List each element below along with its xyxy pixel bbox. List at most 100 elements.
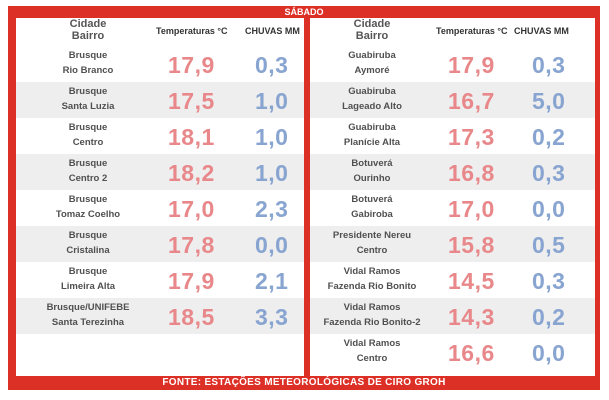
temperature-value: 17,5: [168, 88, 215, 114]
temperature-value: 14,3: [448, 304, 495, 330]
temperature-value: 15,8: [448, 232, 495, 258]
temperature-value: 16,6: [448, 340, 495, 366]
temperature-value: 16,7: [448, 88, 495, 114]
city-name: Brusque/UNIFEBE: [46, 302, 130, 313]
station-row: Presidente Nereu Centro 15,8 0,5: [310, 226, 595, 262]
rain-value: 0,2: [532, 124, 566, 150]
city-name: Presidente Nereu: [332, 230, 412, 241]
district-header: Bairro: [71, 30, 105, 42]
temperature-value: 16,8: [448, 160, 495, 186]
station-row: Brusque/UNIFEBE Santa Terezinha 18,5 3,3: [16, 298, 304, 334]
city-name: Botuverá: [351, 194, 393, 205]
temperature-value: 17,3: [448, 124, 495, 150]
rain-value: 0,0: [255, 232, 289, 258]
source-footer: FONTE: ESTAÇÕES METEOROLÓGICAS DE CIRO G…: [162, 377, 446, 388]
rain-value: 0,3: [532, 268, 566, 294]
temperature-value: 18,1: [168, 124, 215, 150]
station-row: Brusque Rio Branco 17,9 0,3: [16, 46, 304, 82]
station-row: Brusque Santa Luzia 17,5 1,0: [16, 82, 304, 118]
city-name: Guabiruba: [348, 122, 396, 133]
rain-value: 3,3: [255, 304, 289, 330]
district-name: Santa Luzia: [61, 101, 115, 112]
day-title: SÁBADO: [284, 7, 324, 17]
district-name: Santa Terezinha: [51, 317, 125, 328]
city-header: Cidade: [69, 18, 107, 30]
station-row: Guabiruba Aymoré 17,9 0,3: [310, 46, 595, 82]
station-row: Brusque Limeira Alta 17,9 2,1: [16, 262, 304, 298]
city-name: Brusque: [68, 230, 108, 241]
city-name: Guabiruba: [348, 50, 396, 61]
station-row: Vidal Ramos Centro 16,6 0,0: [310, 334, 595, 370]
city-name: Botuverá: [351, 158, 393, 169]
temperature-value: 17,9: [168, 268, 215, 294]
city-name: Guabiruba: [348, 86, 396, 97]
district-name: Fazenda Rio Bonito: [327, 281, 417, 292]
rain-value: 1,0: [255, 124, 289, 150]
district-name: Centro: [72, 137, 104, 148]
city-name: Vidal Ramos: [343, 266, 401, 277]
station-location: Botuverá Ourinho: [316, 156, 428, 186]
temperature-value: 17,9: [448, 52, 495, 78]
district-name: Aymoré: [354, 65, 390, 76]
district-name: Ourinho: [353, 173, 391, 184]
temperature-value: 18,5: [168, 304, 215, 330]
rain-value: 0,0: [532, 340, 566, 366]
city-district-header: Cidade Bairro: [316, 18, 428, 42]
city-name: Brusque: [68, 86, 108, 97]
city-name: Vidal Ramos: [343, 338, 401, 349]
rain-value: 5,0: [532, 88, 566, 114]
rain-header: CHUVAS MM: [514, 26, 569, 36]
rain-value: 0,5: [532, 232, 566, 258]
station-location: Presidente Nereu Centro: [316, 228, 428, 258]
rain-value: 1,0: [255, 160, 289, 186]
district-name: Centro: [356, 245, 388, 256]
station-location: Brusque Tomaz Coelho: [34, 192, 142, 222]
city-name: Brusque: [68, 194, 108, 205]
temperature-header: Temperaturas °C: [156, 26, 228, 36]
temperature-value: 17,8: [168, 232, 215, 258]
temperature-header: Temperaturas °C: [436, 26, 508, 36]
station-location: Vidal Ramos Centro: [316, 336, 428, 366]
district-name: Tomaz Coelho: [55, 209, 121, 220]
city-name: Brusque: [68, 50, 108, 61]
district-name: Limeira Alta: [60, 281, 116, 292]
district-name: Centro: [356, 353, 388, 364]
station-row: Botuverá Gabiroba 17,0 0,0: [310, 190, 595, 226]
station-row: Botuverá Ourinho 16,8 0,3: [310, 154, 595, 190]
right-column-headers: Cidade Bairro Temperaturas °C CHUVAS MM: [310, 18, 595, 44]
station-location: Brusque Centro: [34, 120, 142, 150]
left-column-headers: Cidade Bairro Temperaturas °C CHUVAS MM: [16, 18, 304, 44]
station-location: Brusque Centro 2: [34, 156, 142, 186]
rain-value: 2,1: [255, 268, 289, 294]
temperature-value: 17,0: [448, 196, 495, 222]
district-name: Gabiroba: [351, 209, 393, 220]
district-name: Lageado Alto: [342, 101, 402, 112]
station-location: Vidal Ramos Fazenda Rio Bonito-2: [316, 300, 428, 330]
district-name: Cristalina: [66, 245, 110, 256]
district-name: Fazenda Rio Bonito-2: [323, 317, 421, 328]
rain-value: 0,3: [532, 160, 566, 186]
station-row: Guabiruba Planície Alta 17,3 0,2: [310, 118, 595, 154]
rain-value: 0,2: [532, 304, 566, 330]
station-location: Botuverá Gabiroba: [316, 192, 428, 222]
station-location: Brusque/UNIFEBE Santa Terezinha: [34, 300, 142, 330]
station-location: Guabiruba Aymoré: [316, 48, 428, 78]
station-location: Guabiruba Lageado Alto: [316, 84, 428, 114]
city-header: Cidade: [353, 18, 391, 30]
district-name: Centro 2: [68, 173, 108, 184]
station-location: Brusque Santa Luzia: [34, 84, 142, 114]
temperature-value: 14,5: [448, 268, 495, 294]
station-location: Brusque Rio Branco: [34, 48, 142, 78]
station-location: Brusque Limeira Alta: [34, 264, 142, 294]
temperature-value: 17,9: [168, 52, 215, 78]
station-location: Guabiruba Planície Alta: [316, 120, 428, 150]
left-panel: Cidade Bairro Temperaturas °C CHUVAS MM …: [16, 18, 304, 376]
district-header: Bairro: [355, 30, 389, 42]
city-district-header: Cidade Bairro: [34, 18, 142, 42]
rain-value: 1,0: [255, 88, 289, 114]
temperature-value: 18,2: [168, 160, 215, 186]
station-row: Brusque Tomaz Coelho 17,0 2,3: [16, 190, 304, 226]
right-panel: Cidade Bairro Temperaturas °C CHUVAS MM …: [310, 18, 595, 376]
district-name: Planície Alta: [343, 137, 401, 148]
station-row: Guabiruba Lageado Alto 16,7 5,0: [310, 82, 595, 118]
